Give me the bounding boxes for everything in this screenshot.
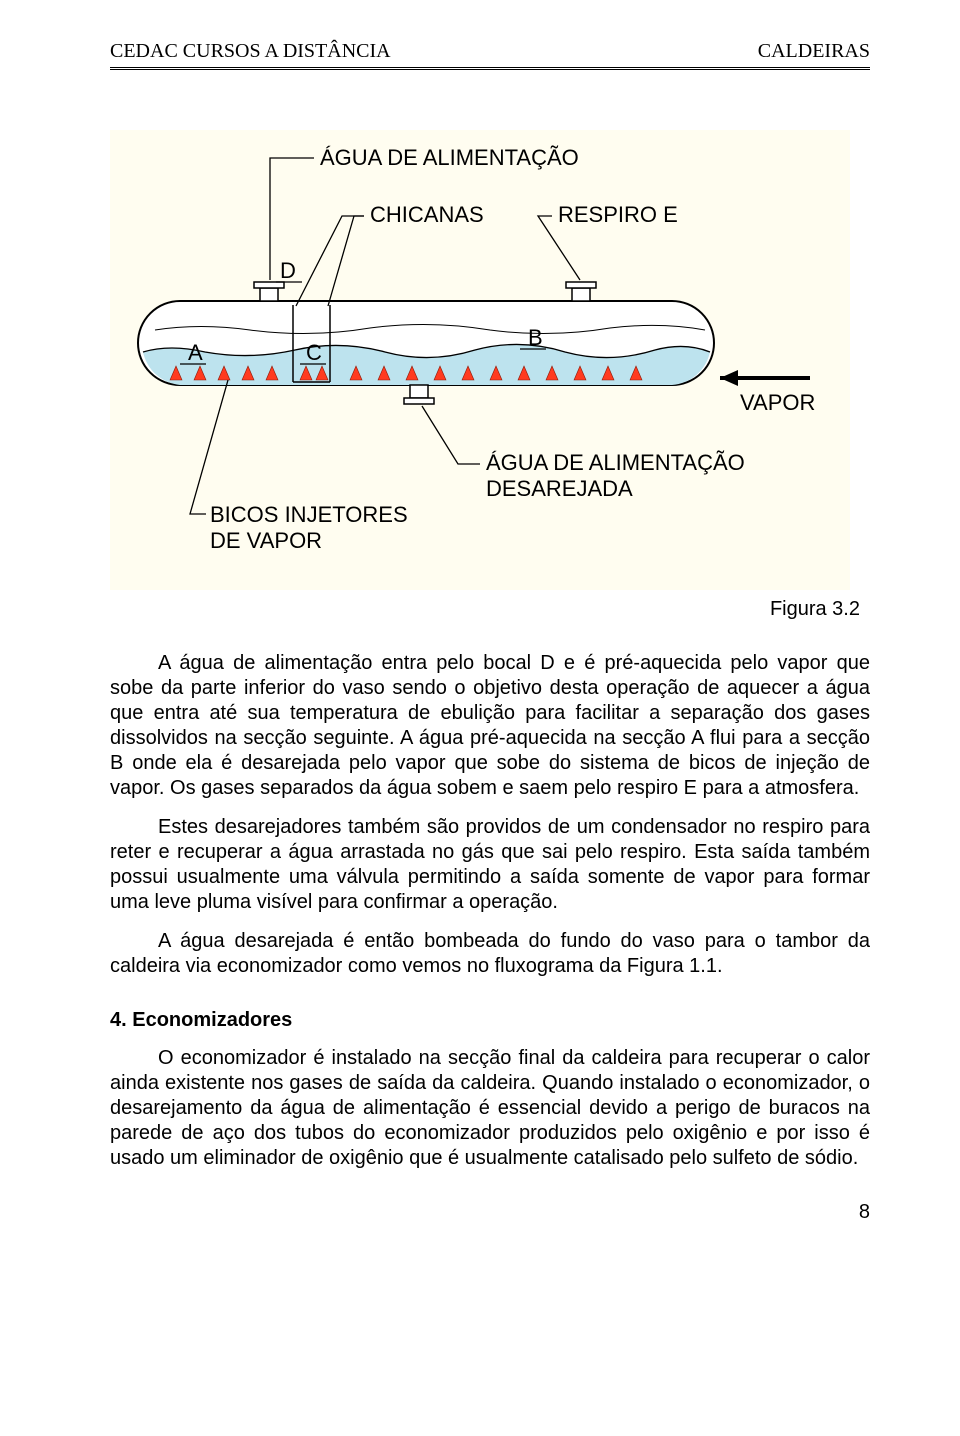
- label-vapor: VAPOR: [740, 390, 815, 415]
- paragraph-1: A água de alimentação entra pelo bocal D…: [110, 651, 870, 801]
- label-d: D: [280, 258, 296, 283]
- figure-caption: Figura 3.2: [110, 598, 860, 621]
- label-bicos-1: BICOS INJETORES: [210, 502, 408, 527]
- label-respiro: RESPIRO E: [558, 202, 678, 227]
- page-header: CEDAC CURSOS A DISTÂNCIA CALDEIRAS: [110, 40, 870, 63]
- header-right: CALDEIRAS: [758, 40, 870, 63]
- label-agua-desarejada-1: ÁGUA DE ALIMENTAÇÃO: [486, 450, 745, 475]
- label-a: A: [188, 340, 203, 365]
- label-agua-alimentacao: ÁGUA DE ALIMENTAÇÃO: [320, 145, 579, 170]
- label-chicanas: CHICANAS: [370, 202, 484, 227]
- section-4-title: 4. Economizadores: [110, 1009, 870, 1032]
- paragraph-4: O economizador é instalado na secção fin…: [110, 1046, 870, 1171]
- label-agua-desarejada-2: DESAREJADA: [486, 476, 633, 501]
- label-bicos-2: DE VAPOR: [210, 528, 322, 553]
- label-c: C: [306, 340, 322, 365]
- figure-svg: A B C D ÁGUA DE ALIMENTAÇÃO CHICANAS RES…: [110, 130, 850, 590]
- header-left: CEDAC CURSOS A DISTÂNCIA: [110, 40, 391, 63]
- paragraph-3: A água desarejada é então bombeada do fu…: [110, 929, 870, 979]
- label-b: B: [528, 325, 543, 350]
- figure-3-2: A B C D ÁGUA DE ALIMENTAÇÃO CHICANAS RES…: [110, 130, 870, 621]
- paragraph-2: Estes desarejadores também são providos …: [110, 815, 870, 915]
- page-number: 8: [110, 1201, 870, 1224]
- header-rule: [110, 67, 870, 70]
- page: CEDAC CURSOS A DISTÂNCIA CALDEIRAS: [0, 0, 960, 1264]
